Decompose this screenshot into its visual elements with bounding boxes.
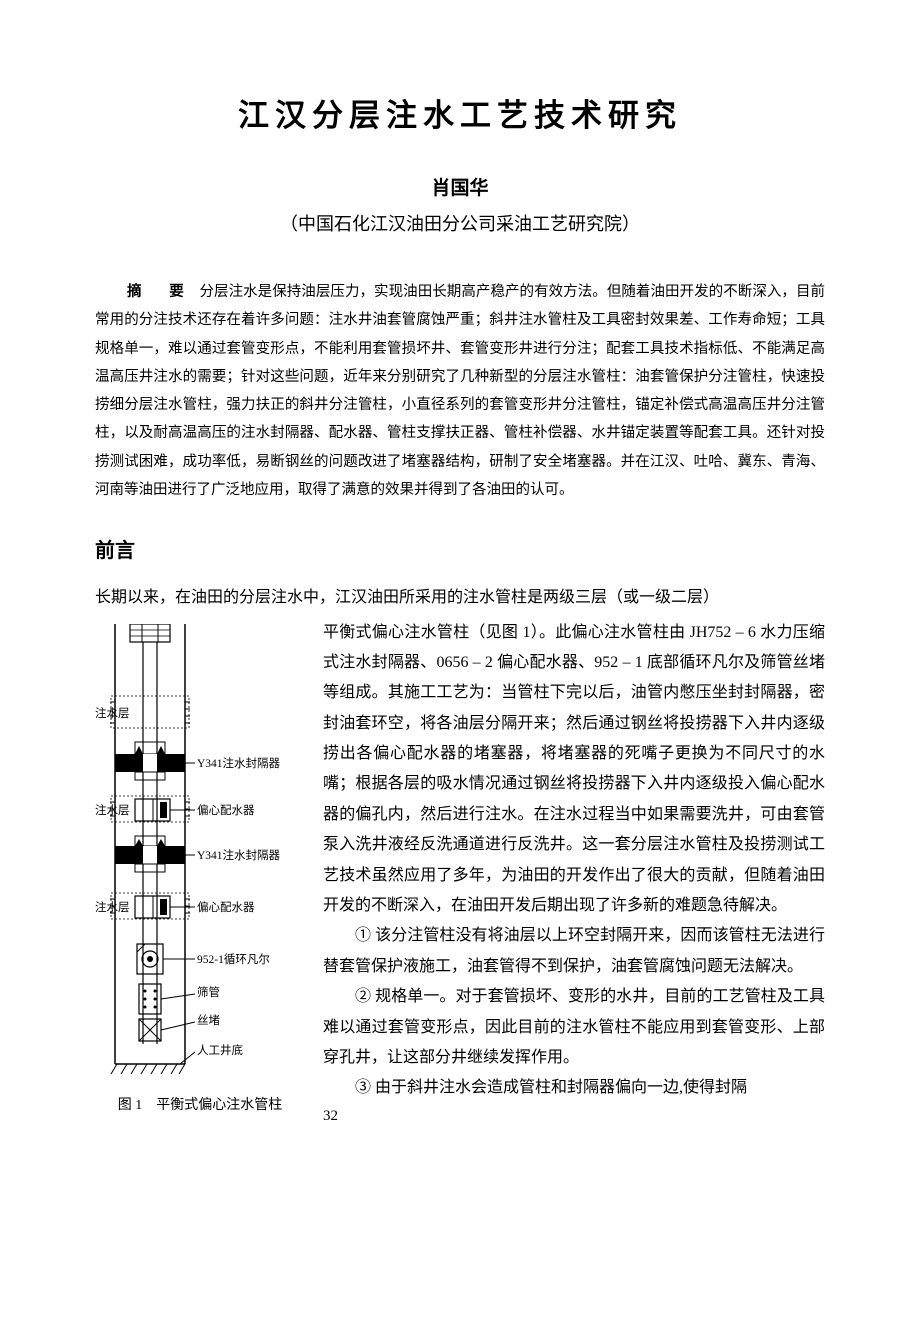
wire-plug [139,1019,161,1041]
distributor-2 [135,896,170,918]
packer-1 [115,742,185,780]
author-affiliation: （中国石化江汉油田分公司采油工艺研究院） [95,210,825,236]
figure-caption: 图 1 平衡式偏心注水管柱 [95,1094,305,1114]
figure-1: 注水层 Y341注水封隔器 注 [95,624,305,1114]
layer1-label: 注水层 [95,706,130,720]
bottom-hatching [111,1064,185,1074]
distributor-1 [135,799,170,821]
plug-label: 丝堵 [197,1013,220,1027]
abstract-block: 摘 要 分层注水是保持油层压力，实现油田长期高产稳产的有效方法。但随着油田开发的… [95,278,825,504]
layer3-label: 注水层 [95,900,130,914]
packer-2 [115,836,185,872]
bottom-label: 人工井底 [197,1043,243,1057]
valve-label: 952-1循环凡尔 [197,952,270,966]
page-title: 江汉分层注水工艺技术研究 [95,90,825,135]
author-name: 肖国华 [95,173,825,200]
screen-pipe [139,984,161,1014]
layer2-label: 注水层 [95,803,130,817]
pipe-string-diagram: 注水层 Y341注水封隔器 注 [95,624,305,1084]
abstract-label: 摘 要 [127,284,196,300]
screen-label: 筛管 [197,985,220,999]
packer2-label: Y341注水封隔器 [197,848,281,862]
preface-heading: 前言 [95,534,825,563]
distributor1-label: 偏心配水器 [197,803,255,817]
intro-line: 长期以来，在油田的分层注水中，江汉油田所采用的注水管柱是两级三层（或一级二层） [95,583,825,613]
distributor2-label: 偏心配水器 [197,900,255,914]
packer1-label: Y341注水封隔器 [197,756,281,770]
abstract-text: 分层注水是保持油层压力，实现油田长期高产稳产的有效方法。但随着油田开发的不断深入… [95,284,825,498]
circulation-valve [137,944,163,974]
